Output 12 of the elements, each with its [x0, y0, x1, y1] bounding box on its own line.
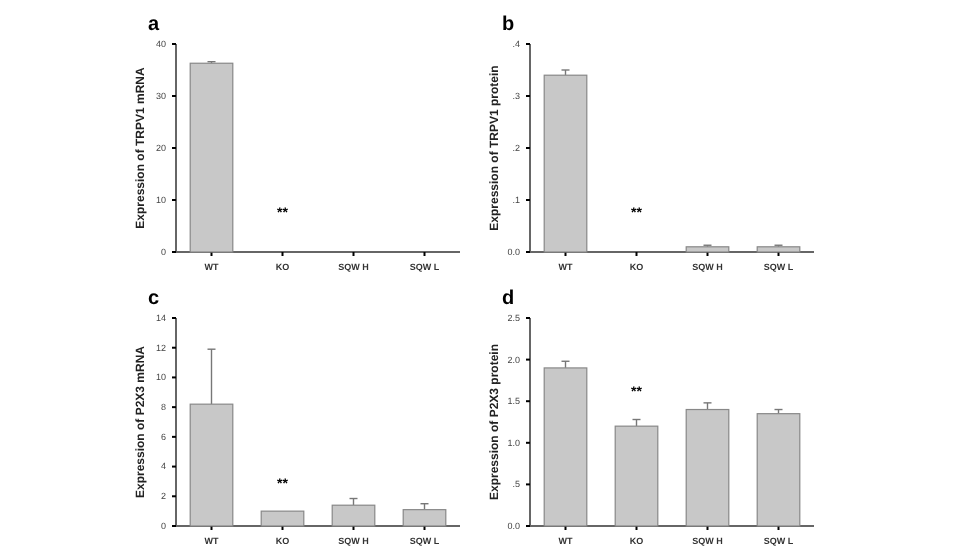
bar: [402, 509, 447, 527]
bar: [260, 510, 305, 527]
bar: [614, 425, 659, 527]
chart-title: d: [502, 288, 515, 310]
chart-title: a: [148, 14, 160, 36]
bar: [685, 408, 730, 527]
bar: [756, 413, 801, 527]
chart-title: c: [148, 288, 160, 310]
bar: [189, 403, 234, 527]
bar: [331, 504, 376, 527]
bar: [543, 367, 588, 527]
chart-title: b: [502, 14, 515, 36]
